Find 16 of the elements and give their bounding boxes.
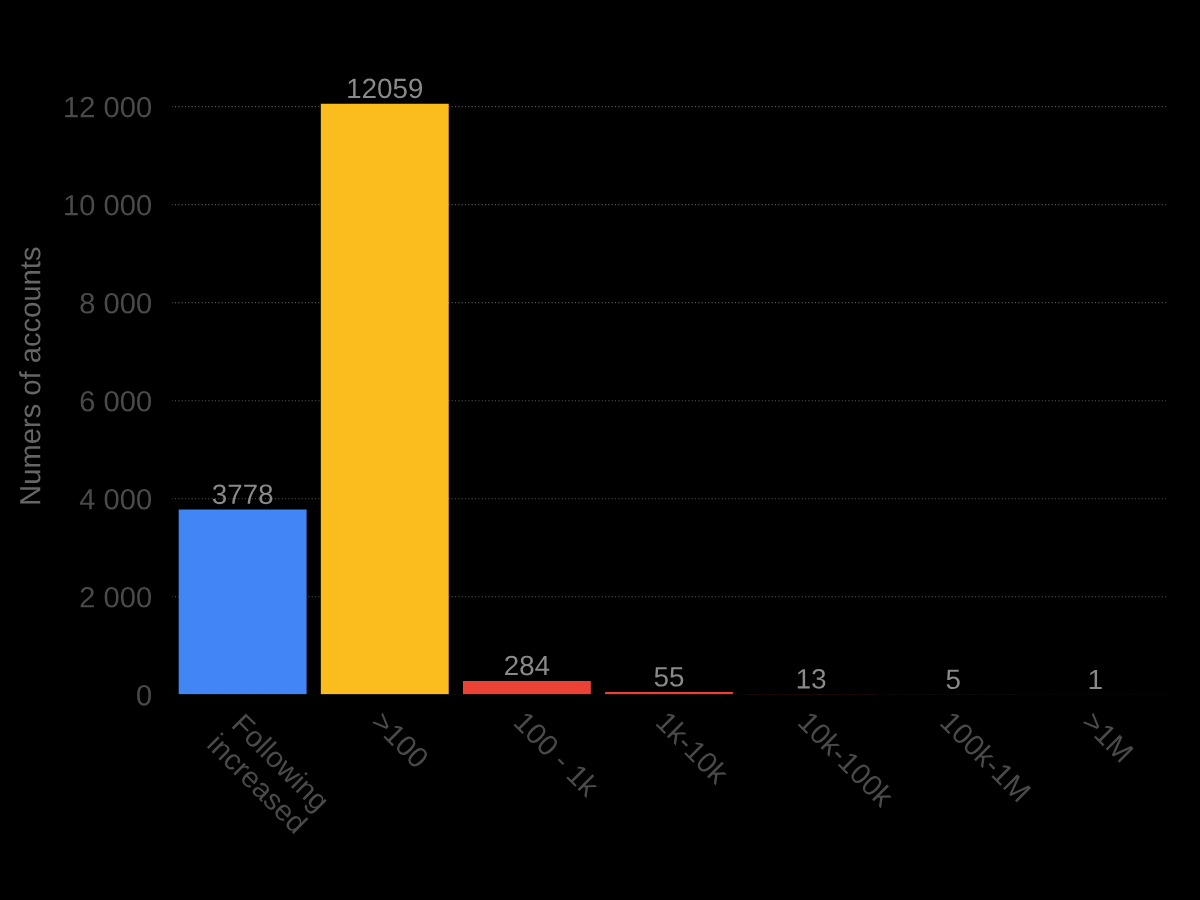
y-tick-label: 8 000 [80,292,152,314]
data-label: 3778 [212,484,273,505]
data-label: 284 [505,655,550,676]
data-label: 1 [1089,669,1102,689]
y-tick-label: 6 000 [80,390,152,412]
x-tick-label: 100 - 1k [513,710,602,799]
y-tick-label: 2 000 [80,586,152,608]
data-label: 5 [946,669,960,690]
y-axis-title: Numers of accounts [19,247,41,504]
data-label: 12059 [348,78,423,99]
y-tick-label: 4 000 [79,488,152,510]
y-tick-label: 12 000 [65,96,152,118]
data-label: 55 [654,667,684,687]
y-tick-label: 0 [137,685,152,706]
y-tick-label: 10 000 [65,194,152,216]
data-label: 13 [797,669,826,689]
